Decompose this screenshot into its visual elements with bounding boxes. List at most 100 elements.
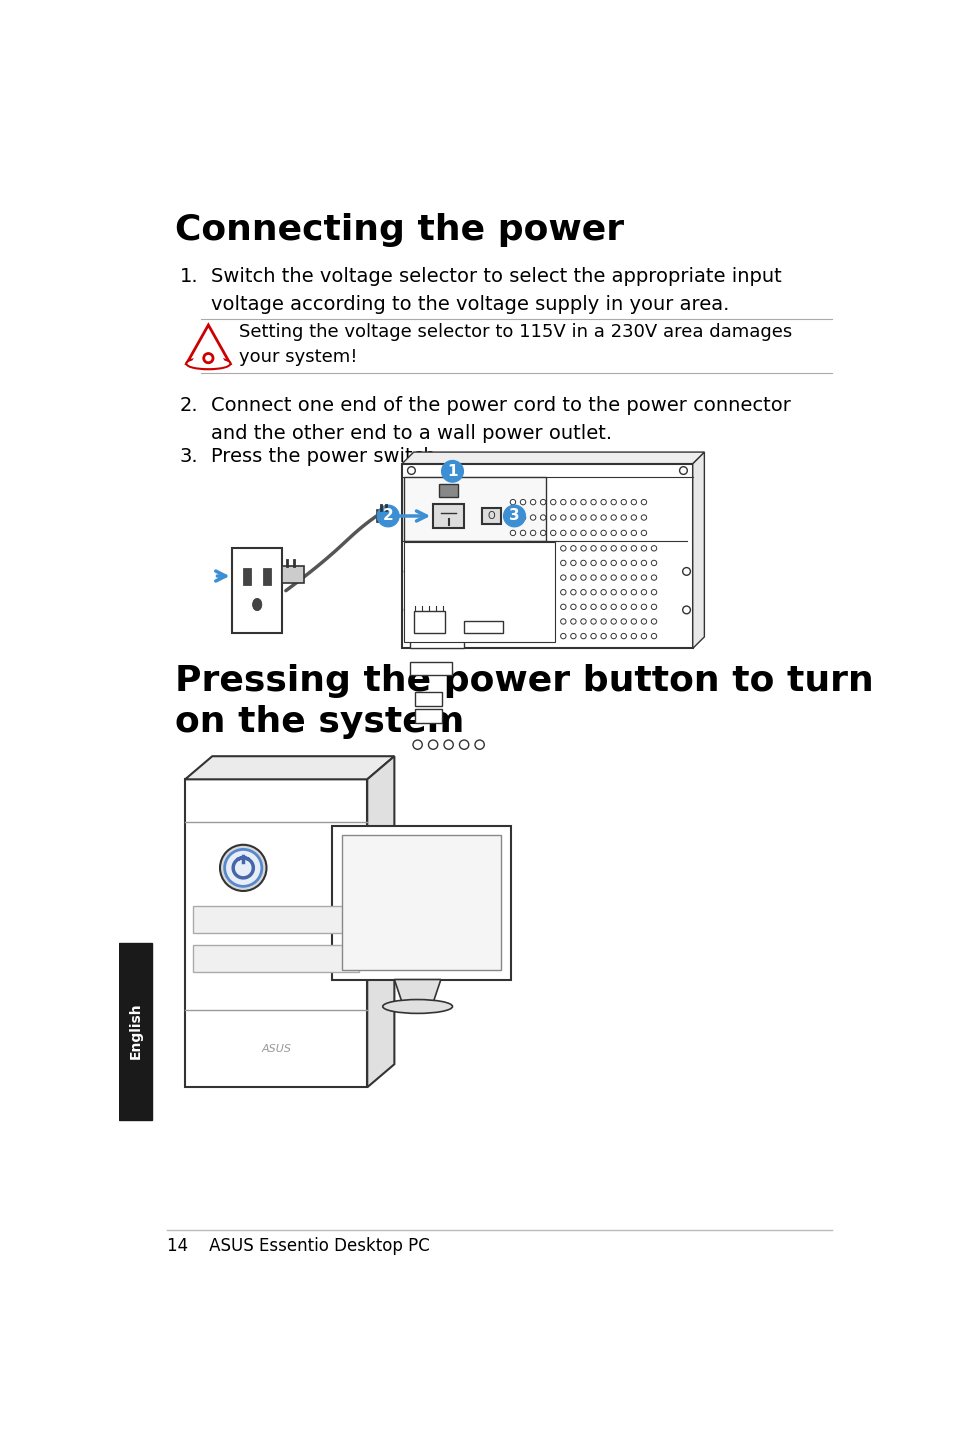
Text: 2.: 2. [179,395,198,414]
Circle shape [600,575,606,581]
Polygon shape [192,329,224,361]
Circle shape [610,633,616,638]
Circle shape [651,575,656,581]
Circle shape [600,531,606,535]
Bar [415,692,442,706]
Circle shape [631,515,636,521]
Circle shape [651,561,656,565]
Circle shape [570,499,576,505]
Text: English: English [129,1002,142,1060]
Polygon shape [402,452,703,463]
Circle shape [560,561,565,565]
Circle shape [610,575,616,581]
Bar [193,906,359,933]
Circle shape [631,575,636,581]
Text: 1.: 1. [179,267,198,286]
Bar [410,597,456,614]
Bar [332,825,510,979]
Circle shape [620,618,626,624]
Circle shape [580,515,585,521]
Circle shape [651,633,656,638]
Circle shape [570,545,576,551]
Circle shape [631,618,636,624]
Circle shape [640,531,646,535]
Circle shape [530,515,536,521]
Circle shape [570,618,576,624]
Circle shape [610,561,616,565]
Polygon shape [692,452,703,649]
Bar [414,611,444,633]
Circle shape [560,515,565,521]
Circle shape [580,590,585,595]
Bar [233,548,282,633]
Polygon shape [185,756,394,779]
Circle shape [519,515,525,521]
Circle shape [590,633,596,638]
Text: Setting the voltage selector to 115V in a 230V area damages
your system!: Setting the voltage selector to 115V in … [239,322,792,367]
Circle shape [560,531,565,535]
Bar [410,631,464,649]
Circle shape [610,515,616,521]
Circle shape [550,499,556,505]
Circle shape [610,531,616,535]
Circle shape [224,850,261,886]
Bar [439,485,457,496]
Circle shape [640,515,646,521]
Circle shape [620,590,626,595]
Circle shape [443,741,453,749]
Circle shape [580,604,585,610]
Circle shape [651,590,656,595]
Circle shape [441,460,463,482]
Circle shape [590,575,596,581]
Bar [403,477,545,541]
Circle shape [620,633,626,638]
Circle shape [631,604,636,610]
Text: O: O [487,510,495,521]
Circle shape [610,604,616,610]
Circle shape [590,545,596,551]
Circle shape [550,531,556,535]
Circle shape [620,499,626,505]
Circle shape [640,499,646,505]
Circle shape [631,590,636,595]
Circle shape [610,545,616,551]
Bar [402,463,692,649]
Circle shape [620,604,626,610]
Circle shape [651,604,656,610]
Text: 2: 2 [382,509,394,523]
Text: Press the power switch.: Press the power switch. [211,447,441,466]
Circle shape [610,590,616,595]
Polygon shape [394,979,440,1002]
Circle shape [570,575,576,581]
Circle shape [640,633,646,638]
Circle shape [620,561,626,565]
Circle shape [640,575,646,581]
Bar [415,568,442,582]
Circle shape [631,531,636,535]
Circle shape [220,844,266,892]
Text: Switch the voltage selector to select the appropriate input
voltage according to: Switch the voltage selector to select th… [211,267,781,315]
Circle shape [610,618,616,624]
Text: 14    ASUS Essentio Desktop PC: 14 ASUS Essentio Desktop PC [167,1237,430,1255]
Circle shape [600,545,606,551]
Bar [263,568,271,584]
Circle shape [580,545,585,551]
Text: Connect one end of the power cord to the power connector
and the other end to a : Connect one end of the power cord to the… [211,395,790,443]
Circle shape [590,618,596,624]
Circle shape [570,604,576,610]
Circle shape [631,499,636,505]
Circle shape [620,545,626,551]
Ellipse shape [253,598,261,611]
Ellipse shape [187,360,229,368]
Circle shape [560,575,565,581]
Circle shape [600,604,606,610]
Circle shape [640,604,646,610]
Bar [119,942,152,1120]
Circle shape [631,545,636,551]
Circle shape [580,531,585,535]
Text: 3.: 3. [179,447,198,466]
Bar [415,709,442,723]
Bar [282,567,303,582]
Circle shape [620,575,626,581]
Circle shape [640,590,646,595]
